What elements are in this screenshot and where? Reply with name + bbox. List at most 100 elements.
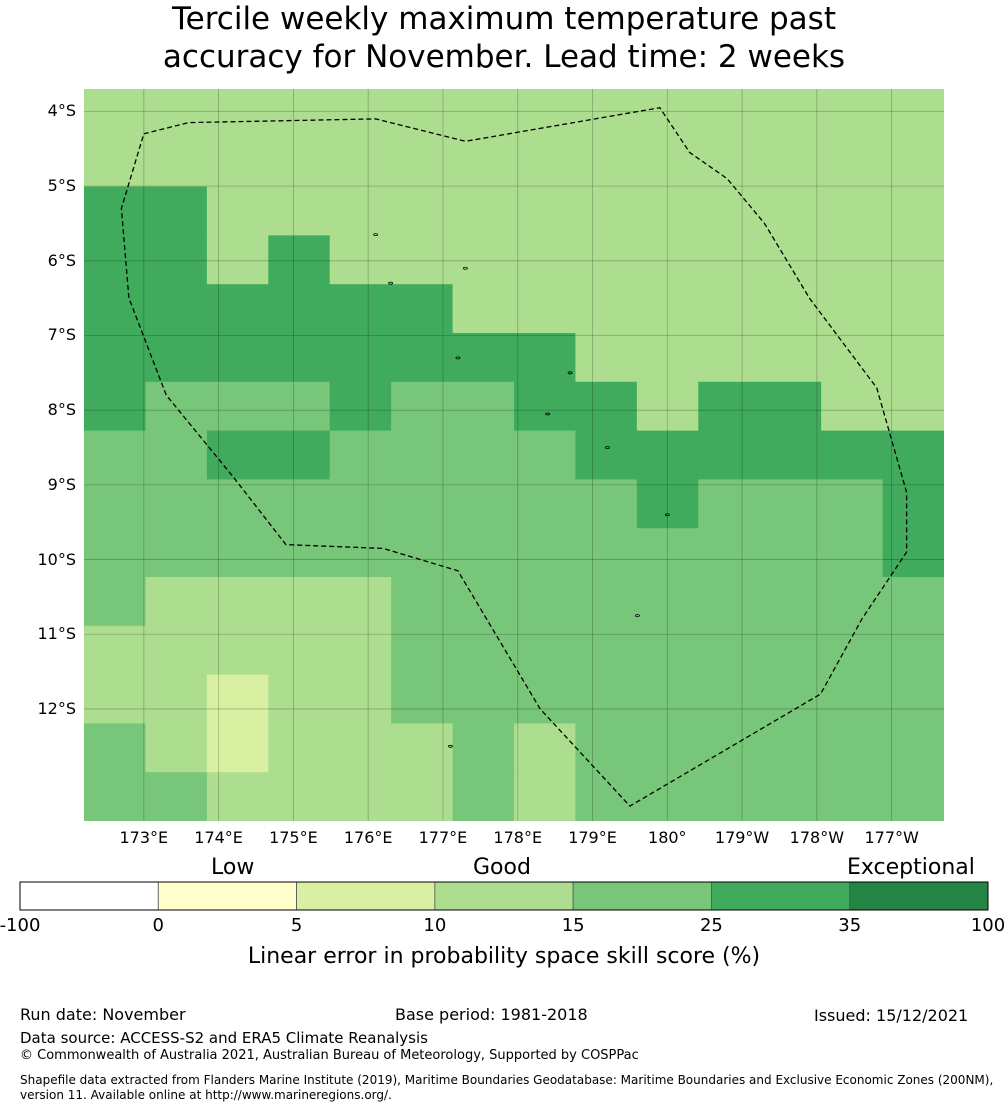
grid-cell (821, 430, 884, 480)
grid-cell (575, 381, 638, 432)
grid-cell (145, 235, 208, 285)
grid-cell (759, 333, 822, 383)
grid-cell (206, 772, 269, 821)
grid-cell (329, 137, 392, 188)
grid-cell (821, 333, 884, 383)
grid-cell (391, 674, 454, 724)
colorbar-label: Linear error in probability space skill … (247, 944, 761, 969)
grid-cell (821, 528, 884, 578)
colorbar-segment (19, 881, 159, 911)
colorbar-tick-label: 100 (970, 915, 1006, 936)
grid-cell (514, 430, 577, 480)
grid-cell (698, 528, 761, 578)
grid-cell (268, 137, 331, 188)
latitude-tick-label: 4°S (47, 101, 76, 121)
grid-cell (759, 723, 822, 773)
grid-cell (391, 284, 454, 334)
grid-cell (514, 89, 577, 139)
grid-cell (329, 333, 392, 383)
colorbar-segment (572, 881, 712, 911)
grid-cell (821, 625, 884, 676)
grid-cell (575, 235, 638, 285)
grid-cell (821, 723, 884, 773)
grid-cell (452, 235, 515, 285)
grid-cell (882, 528, 944, 578)
category-low: Low (211, 855, 255, 880)
grid-cell (84, 137, 147, 188)
longitude-tick-label: 180° (648, 828, 687, 847)
grid-cell (84, 674, 147, 724)
grid-cell (268, 479, 331, 529)
grid-cell (698, 137, 761, 188)
grid-cell (821, 479, 884, 529)
island-outline (545, 412, 551, 416)
grid-cell (84, 772, 147, 821)
grid-cell (698, 381, 761, 432)
grid-cell (452, 625, 515, 676)
grid-cell (636, 381, 699, 432)
grid-cell (329, 577, 392, 627)
grid-cell (206, 528, 269, 578)
grid-cell (452, 430, 515, 480)
copyright: © Commonwealth of Australia 2021, Austra… (20, 1048, 639, 1063)
colorbar-tick-label: 0 (152, 915, 164, 936)
grid-cell (636, 284, 699, 334)
colorbar-tick-label: 35 (838, 915, 862, 936)
shapefile-credit-line-1: Shapefile data extracted from Flanders M… (20, 1073, 994, 1087)
grid-cell (575, 674, 638, 724)
grid-cell (636, 479, 699, 529)
grid-cell (452, 723, 515, 773)
grid-cell (145, 528, 208, 578)
grid-cell (514, 723, 577, 773)
grid-cell (759, 284, 822, 334)
grid-cell (329, 479, 392, 529)
grid-cell (821, 772, 884, 821)
shapefile-credit-line-2: version 11. Available online at http://w… (20, 1088, 392, 1102)
grid-cell (636, 235, 699, 285)
island-outline (462, 266, 468, 270)
grid-cell (206, 625, 269, 676)
grid-cell (821, 381, 884, 432)
grid-cell (882, 577, 944, 627)
grid-cell (882, 723, 944, 773)
grid-cell (636, 430, 699, 480)
grid-cell (145, 577, 208, 627)
grid-cell (84, 284, 147, 334)
grid-cell (514, 577, 577, 627)
grid-cell (636, 137, 699, 188)
grid-cell (206, 186, 269, 236)
grid-cell (514, 625, 577, 676)
grid-cell (882, 674, 944, 724)
grid-cell (882, 381, 944, 432)
grid-cell (514, 674, 577, 724)
grid-cell (882, 137, 944, 188)
longitude-tick-label: 176°E (343, 828, 393, 847)
colorbar-tick-label: 25 (699, 915, 723, 936)
grid-cell (636, 625, 699, 676)
grid-cell (821, 89, 884, 139)
grid-cell (452, 186, 515, 236)
grid-cell (698, 235, 761, 285)
grid-cell (268, 625, 331, 676)
grid-cell (514, 186, 577, 236)
grid-cell (206, 381, 269, 432)
longitude-tick-label: 174°E (194, 828, 243, 847)
grid-cell (759, 89, 822, 139)
grid-cell (575, 137, 638, 188)
grid-cell (329, 625, 392, 676)
grid-cell (575, 723, 638, 773)
grid-cell (329, 186, 392, 236)
longitude-tick-label: 177°E (418, 828, 468, 847)
grid-cell (821, 137, 884, 188)
island-outline (448, 744, 453, 748)
grid-cell (698, 333, 761, 383)
grid-cell (145, 284, 208, 334)
issued-date: Issued: 15/12/2021 (814, 1006, 969, 1025)
grid-cell (84, 186, 147, 236)
colorbar-tick-label: 10 (423, 915, 447, 936)
grid-cell (452, 479, 515, 529)
grid-cell (145, 479, 208, 529)
colorbar-tick-label: -100 (0, 915, 41, 936)
grid-cell (636, 577, 699, 627)
